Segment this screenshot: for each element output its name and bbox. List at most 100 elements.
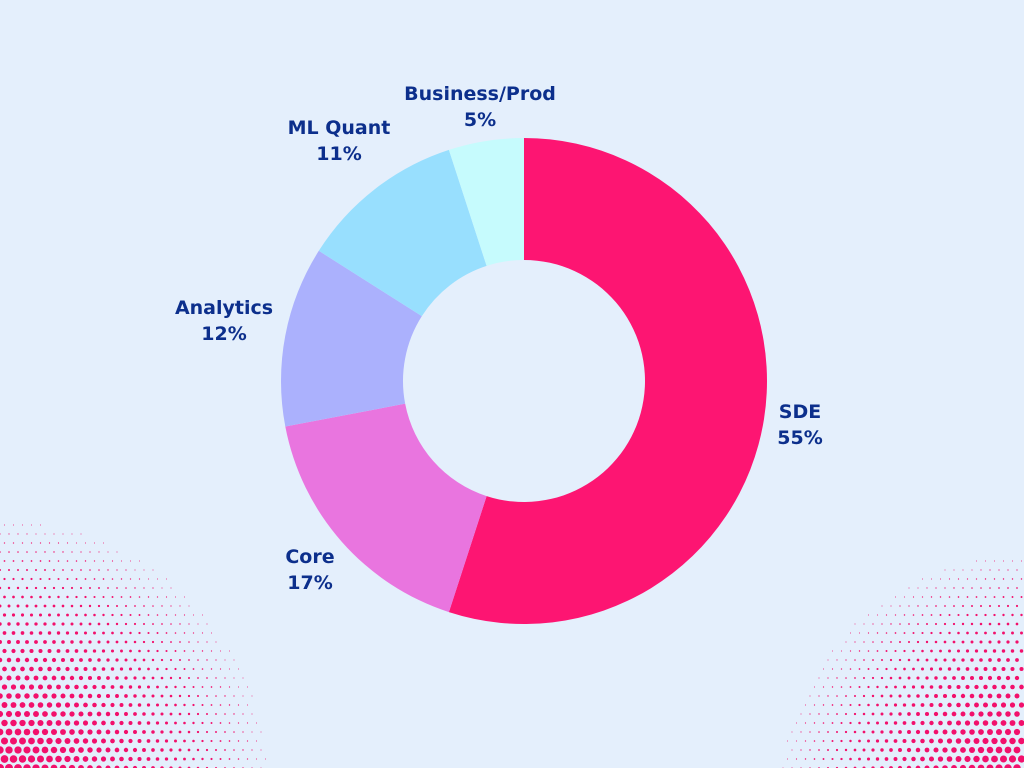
halftone-dot [930,649,933,653]
halftone-dot [876,667,879,671]
halftone-dot [997,658,1001,662]
halftone-dot [115,640,119,644]
halftone-dot [862,730,866,734]
halftone-dot [982,755,989,763]
halftone-dot [205,730,209,734]
halftone-dot [46,720,53,726]
slice-label-name: Core [285,546,334,568]
halftone-dot [934,694,938,698]
halftone-dot [912,667,915,671]
halftone-dot [92,684,97,690]
halftone-dot [66,560,69,562]
halftone-dot [32,764,40,768]
halftone-dot [938,720,943,726]
halftone-dot [224,695,226,697]
halftone-dot [813,704,816,706]
halftone-dot [65,666,70,672]
halftone-dot [0,675,3,681]
halftone-dot [178,748,182,752]
halftone-dot [12,560,15,562]
halftone-dot [867,668,870,670]
halftone-dot [889,730,893,734]
halftone-dot [21,577,24,581]
halftone-dot [999,755,1008,763]
halftone-dot [1019,666,1024,672]
halftone-dot [101,667,106,671]
halftone-dot [35,533,37,535]
slice-business-prod [448,138,524,266]
halftone-dot [111,631,114,635]
halftone-dot [56,666,61,672]
halftone-dot [115,622,119,626]
halftone-dot [985,560,986,562]
halftone-dot [951,729,957,735]
halftone-dot [804,758,807,760]
halftone-dot [43,604,47,608]
halftone-dot [934,622,938,626]
halftone-dot [115,676,119,680]
halftone-dot [93,560,96,562]
halftone-dot [65,631,70,635]
halftone-dot [912,596,915,598]
halftone-dot [0,710,4,718]
halftone-dot [142,640,146,644]
halftone-dot [192,614,195,616]
halftone-dot [23,710,31,718]
halftone-dot [907,658,911,662]
halftone-dot [1016,587,1018,589]
halftone-dot [33,675,39,681]
halftone-dot [858,650,861,652]
halftone-dot [35,569,37,571]
halftone-dot [183,650,186,652]
halftone-dot [983,649,988,653]
halftone-dot [1009,702,1016,708]
halftone-dot [73,738,80,744]
halftone-dot [206,713,208,715]
halftone-dot [791,749,793,751]
halftone-dot [2,631,7,635]
halftone-dot [55,737,62,745]
halftone-dot [101,685,106,689]
halftone-dot [65,649,70,653]
halftone-dot [795,758,798,760]
halftone-dot [960,747,966,753]
halftone-dot [206,695,208,697]
halftone-dot [998,587,1000,589]
halftone-dot [867,632,870,634]
halftone-dot [169,658,173,662]
halftone-dot [893,721,898,725]
halftone-dot [28,719,35,727]
halftone-dot [24,675,30,681]
halftone-dot [917,587,919,589]
halftone-dot [101,649,106,653]
halftone-dot [61,622,65,626]
halftone-dot [69,747,75,753]
halftone-dot [946,756,953,762]
halftone-dot [197,659,199,661]
halftone-dot [79,658,83,662]
halftone-dot [988,640,992,644]
halftone-dot [1008,755,1017,763]
halftone-dot [251,731,253,733]
halftone-dot [943,658,947,662]
halftone-dot [105,693,111,699]
halftone-dot [19,737,26,745]
halftone-dot [10,719,17,727]
halftone-dot [920,703,925,707]
halftone-dot [880,658,884,662]
halftone-dot [36,755,45,763]
halftone-dot [43,586,47,590]
halftone-dot [14,728,22,736]
halftone-dot [152,623,154,625]
halftone-dot [907,694,911,698]
halftone-dot [1020,560,1023,562]
halftone-dot [137,721,142,725]
halftone-dot [970,640,974,644]
halftone-dot [984,613,987,617]
halftone-dot [933,729,939,735]
halftone-dot [87,729,93,735]
halftone-dot [827,677,829,679]
halftone-dot [87,711,93,717]
halftone-dot [256,722,257,724]
